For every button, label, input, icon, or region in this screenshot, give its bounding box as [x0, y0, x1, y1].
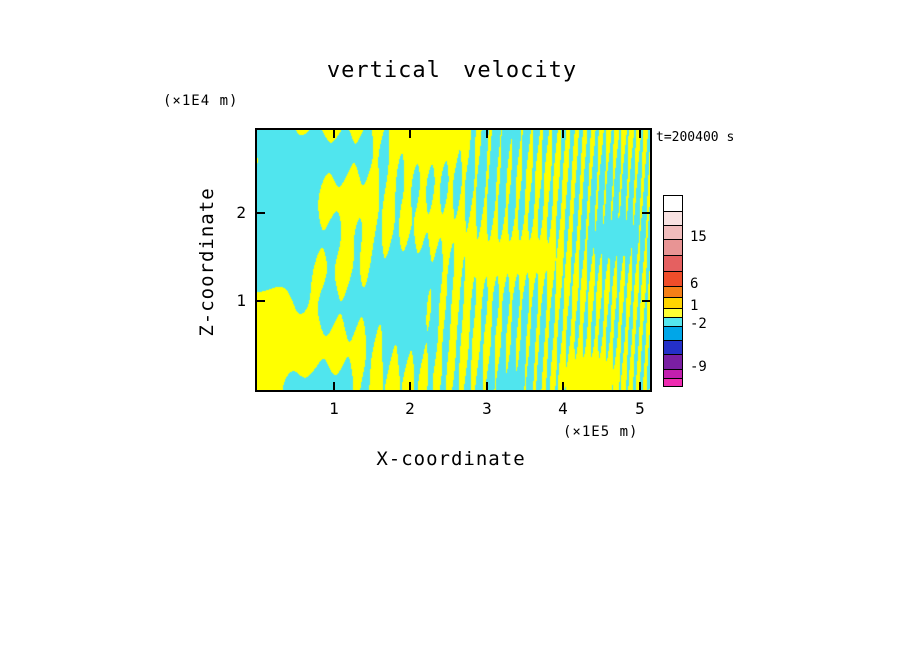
- colorbar-segment: [664, 211, 682, 225]
- colorbar-segment: [664, 308, 682, 317]
- x-axis-tick-label: 5: [635, 399, 645, 418]
- colorbar-segment: [664, 297, 682, 308]
- x-axis-tick: [562, 130, 564, 138]
- colorbar-segment: [664, 225, 682, 239]
- colorbar-segment: [664, 369, 682, 378]
- x-axis-tick-label: 3: [482, 399, 492, 418]
- x-axis-tick-label: 1: [329, 399, 339, 418]
- x-axis-tick: [562, 382, 564, 390]
- colorbar-segment: [664, 340, 682, 354]
- plot-frame: [255, 128, 652, 392]
- z-axis-title: Z-coordinate: [196, 187, 218, 337]
- colorbar-segment: [664, 255, 682, 271]
- colorbar: [663, 195, 683, 387]
- x-axis-tick-label: 2: [405, 399, 415, 418]
- x-axis-tick-label: 4: [558, 399, 568, 418]
- x-axis-tick: [486, 382, 488, 390]
- z-axis-tick: [257, 212, 265, 214]
- heatmap-canvas: [257, 130, 650, 390]
- x-axis-tick: [333, 382, 335, 390]
- colorbar-segment: [664, 239, 682, 255]
- colorbar-segment: [664, 326, 682, 340]
- colorbar-segment: [664, 378, 682, 386]
- z-axis-tick: [642, 300, 650, 302]
- colorbar-tick-label: 6: [690, 276, 699, 292]
- colorbar-segment: [664, 196, 682, 211]
- x-axis-title: X-coordinate: [376, 448, 526, 470]
- colorbar-tick-label: -9: [690, 359, 707, 375]
- z-axis-tick-label: 1: [236, 291, 246, 310]
- x-axis-tick: [409, 130, 411, 138]
- z-axis-tick-label: 2: [236, 203, 246, 222]
- x-axis-tick: [639, 130, 641, 138]
- z-axis-tick: [257, 300, 265, 302]
- page-title: vertical velocity: [326, 58, 578, 83]
- colorbar-tick-label: 15: [690, 229, 707, 245]
- x-axis-tick: [333, 130, 335, 138]
- colorbar-segment: [664, 286, 682, 297]
- colorbar-segment: [664, 271, 682, 286]
- z-axis-units-label: (×1E4 m): [163, 93, 239, 109]
- z-axis-tick: [642, 212, 650, 214]
- colorbar-tick-label: 1: [690, 298, 699, 314]
- colorbar-segment: [664, 317, 682, 326]
- colorbar-tick-label: -2: [690, 316, 707, 332]
- x-axis-tick: [639, 382, 641, 390]
- colorbar-segment: [664, 354, 682, 369]
- time-annotation: t=200400 s: [656, 130, 735, 145]
- x-axis-tick: [486, 130, 488, 138]
- x-axis-tick: [409, 382, 411, 390]
- x-axis-units-label: (×1E5 m): [563, 424, 639, 440]
